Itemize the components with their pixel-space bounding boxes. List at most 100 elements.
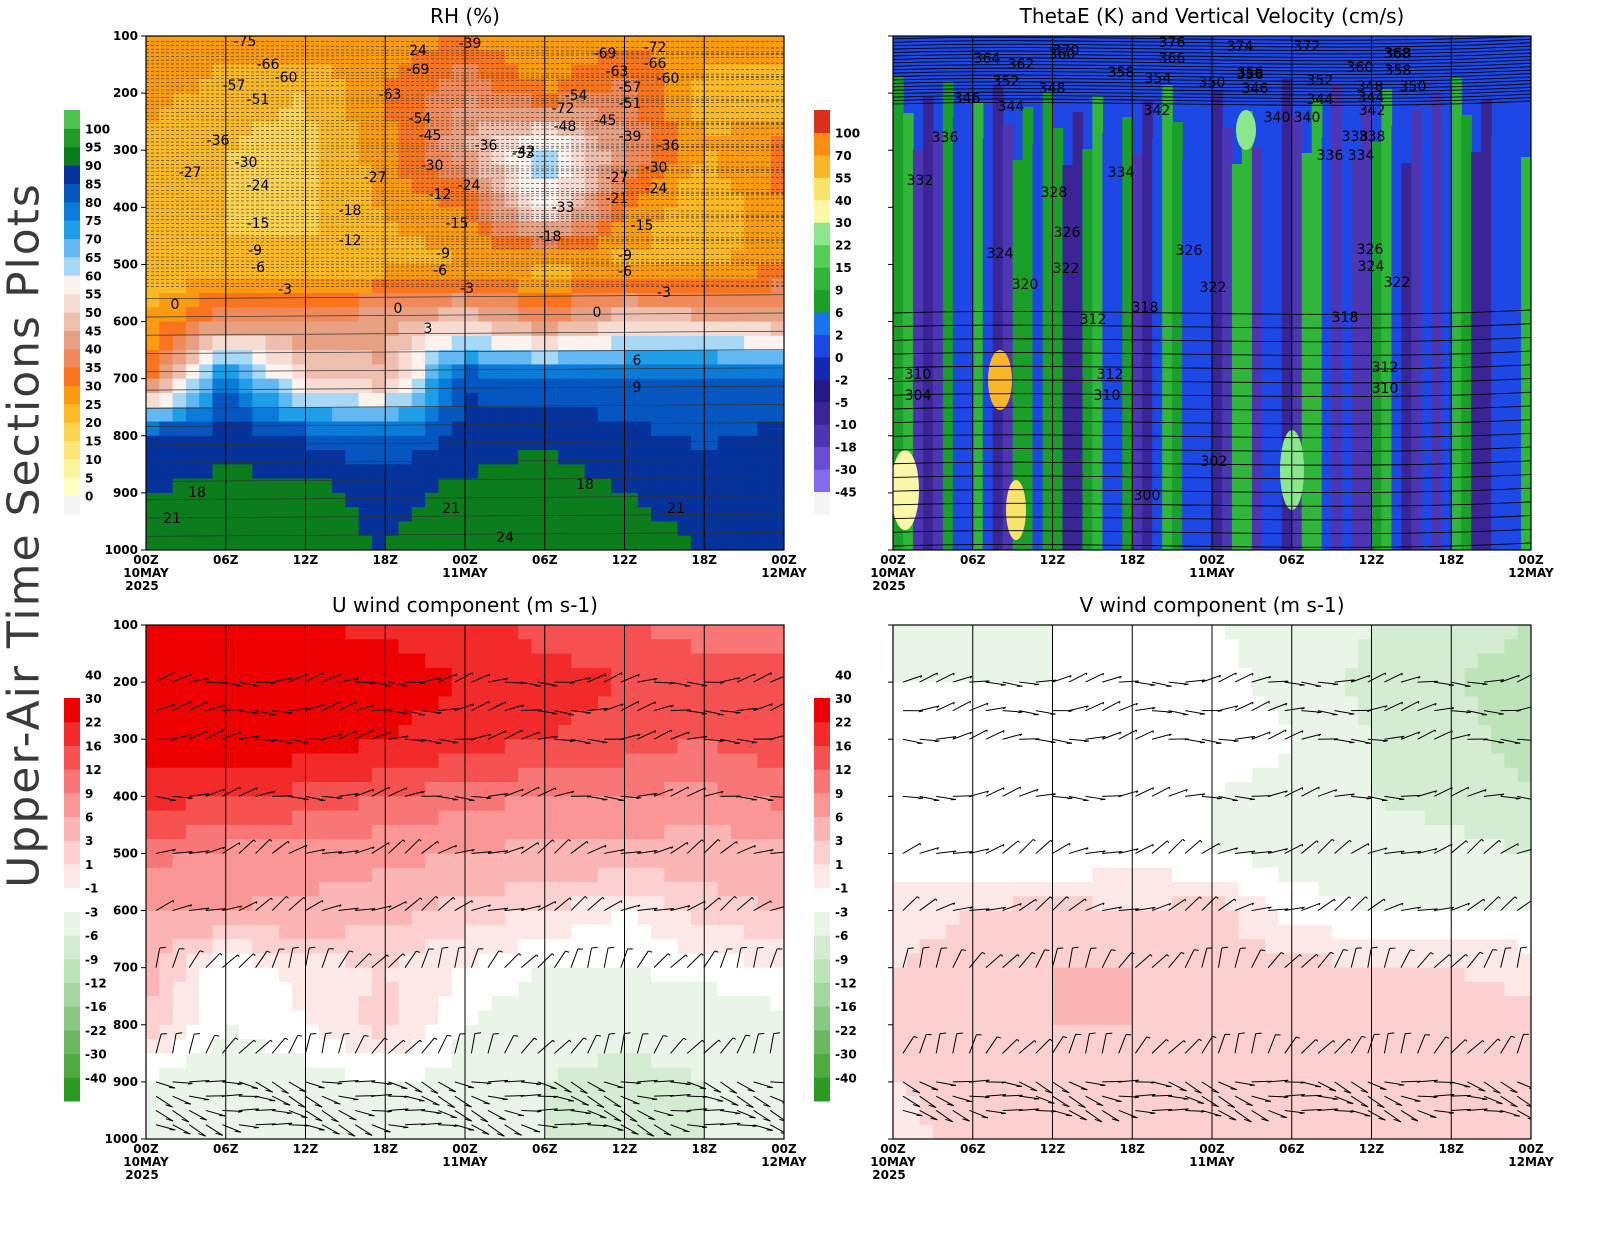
rh-cell: [398, 107, 413, 123]
rh-dashed-contour: [146, 234, 784, 239]
wind-barb-feather: [420, 740, 426, 742]
rh-cell: [185, 507, 200, 523]
rh-cell: [252, 435, 267, 451]
uwind-cell: [451, 1081, 466, 1097]
wind-barb: [487, 1124, 505, 1137]
wind-barb-feather: [237, 1110, 243, 1113]
uwind-cell: [558, 1110, 572, 1126]
wind-barb-feather: [737, 677, 741, 680]
rh-cell: [637, 278, 652, 294]
wind-barb-feather: [388, 905, 392, 908]
uwind-cell: [571, 1010, 586, 1026]
uwind-cell: [146, 1124, 160, 1139]
wind-barb-feather: [732, 1037, 737, 1040]
wind-barb: [271, 1037, 286, 1054]
x-tick-label: 12Z: [612, 1142, 638, 1156]
uwind-cell: [185, 782, 200, 797]
rh-cell: [305, 164, 320, 180]
rh-cell: [757, 492, 772, 508]
rh-cell: [358, 278, 373, 294]
vwind-cell: [906, 753, 921, 769]
wind-barb: [537, 681, 558, 687]
thetae-contour: [893, 487, 1531, 493]
y-tick-label: 800: [113, 429, 138, 443]
uwind-cell: [425, 1124, 440, 1139]
uwind-cell: [305, 1053, 320, 1069]
uwind-cell: [265, 739, 280, 755]
uwind-cell: [265, 896, 280, 912]
uwind-colorbar-swatch: [64, 982, 80, 1007]
rh-cell: [265, 464, 280, 480]
wind-barb: [388, 901, 407, 912]
rh-cell: [637, 178, 652, 194]
uwind-cell: [704, 653, 719, 669]
wind-barb: [371, 1081, 392, 1085]
wind-barb: [355, 1080, 376, 1083]
uwind-cell: [318, 796, 333, 812]
rh-cell: [637, 193, 652, 208]
uwind-cell: [597, 753, 612, 769]
uwind-cell: [465, 639, 479, 655]
uwind-cell: [385, 910, 400, 926]
rh-cell: [597, 507, 612, 523]
uwind-cell: [451, 1096, 466, 1112]
rh-cell: [265, 107, 280, 123]
uwind-cell: [239, 682, 253, 697]
uwind-cell: [239, 653, 253, 669]
uwind-cell: [478, 1081, 493, 1097]
rh-cell: [504, 193, 519, 208]
rh-cell: [544, 535, 559, 550]
rh-cell: [744, 507, 759, 523]
wind-barb: [438, 795, 459, 801]
rh-cell: [651, 64, 665, 80]
uwind-cell: [451, 782, 466, 797]
rh-dashed-contour: [146, 263, 784, 265]
rh-dashed-contour: [146, 48, 784, 53]
uwind-cell: [425, 782, 440, 797]
wind-barb-feather: [604, 673, 607, 677]
wind-barb: [404, 897, 421, 911]
rh-cell: [212, 164, 227, 180]
rh-cell: [159, 321, 174, 337]
uwind-cell: [305, 696, 320, 712]
uwind-cell: [704, 967, 719, 983]
rh-cell: [411, 50, 426, 66]
uwind-cell: [478, 867, 493, 883]
rh-cell: [611, 535, 626, 550]
uwind-cell: [385, 796, 400, 812]
rh-cell: [770, 492, 784, 508]
wind-barb: [554, 1109, 575, 1111]
uwind-cell: [199, 996, 214, 1012]
uwind-cell: [757, 767, 772, 783]
rh-cell: [239, 107, 253, 123]
wind-barb: [570, 710, 591, 714]
wind-barb: [189, 677, 209, 683]
rh-cell: [757, 407, 772, 423]
uwind-cell: [172, 996, 187, 1012]
rh-cell: [571, 78, 586, 94]
uwind-cell: [358, 625, 373, 640]
rh-cell: [239, 450, 253, 465]
vwind-cell: [893, 939, 907, 954]
uwind-cell: [664, 839, 679, 855]
uwind-cell: [504, 1124, 519, 1139]
wind-barb: [255, 790, 276, 797]
rh-cell: [411, 392, 426, 408]
rh-cell: [624, 264, 639, 280]
uwind-cell: [425, 1039, 440, 1054]
wind-barb: [653, 953, 669, 969]
wind-barb: [604, 795, 624, 801]
uwind-cell: [252, 796, 267, 812]
uwind-cell: [558, 910, 572, 926]
x-tick-label: 18Z: [373, 1142, 399, 1156]
rh-cell: [225, 407, 240, 423]
uwind-cell: [518, 753, 533, 769]
wind-barb-feather: [773, 1032, 780, 1035]
uwind-cell: [770, 1110, 784, 1126]
uwind-cell: [199, 896, 214, 912]
rh-cell: [292, 464, 307, 480]
uwind-cell: [465, 939, 479, 954]
thetae-contour-label: 374: [1227, 39, 1254, 55]
rh-cell: [159, 521, 174, 537]
uwind-cell: [159, 667, 174, 683]
